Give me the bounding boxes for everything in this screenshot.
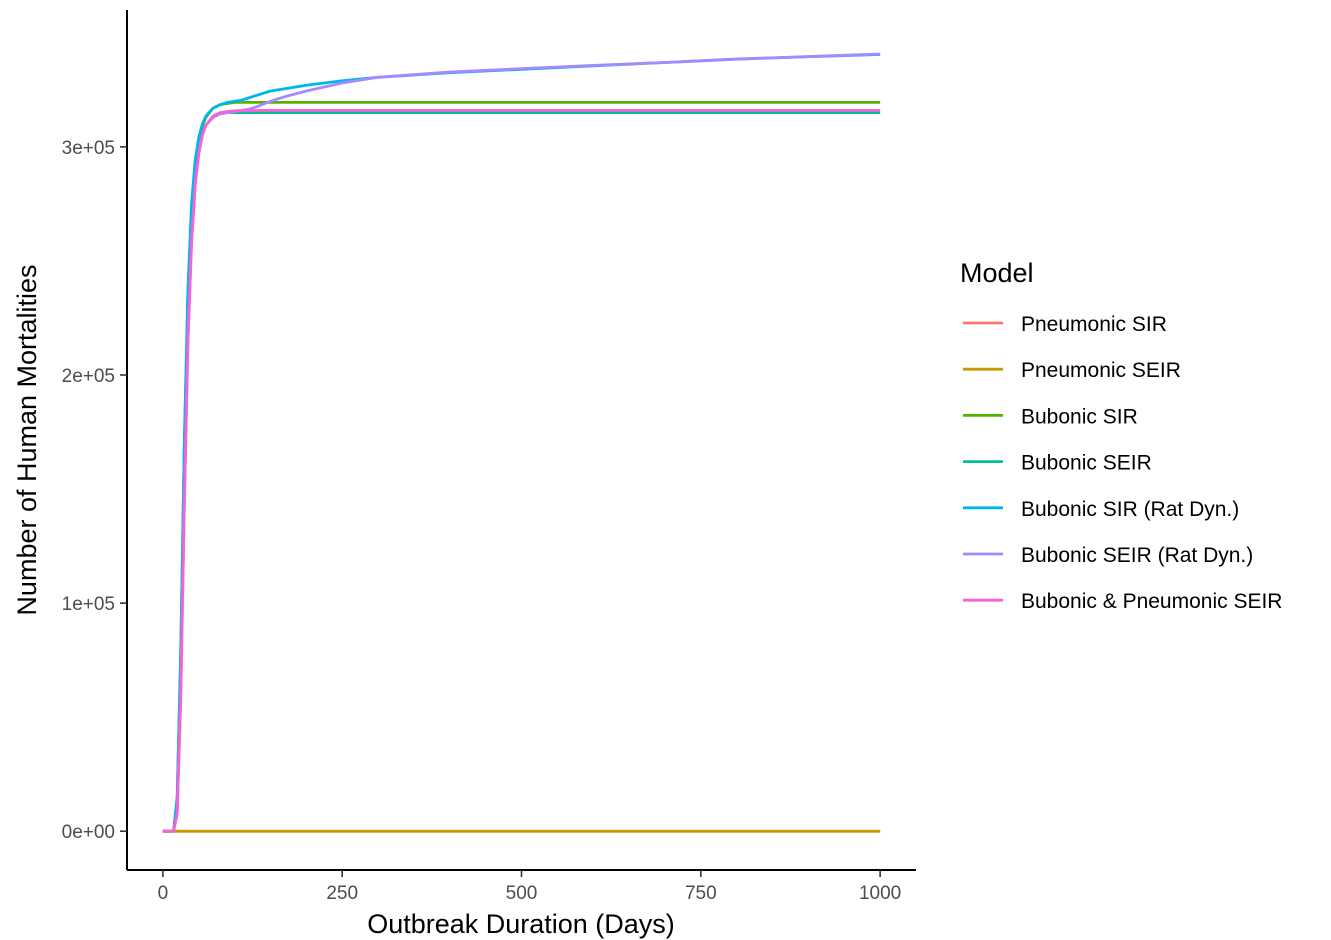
series-line-bubonic-seir	[162, 111, 881, 833]
y-axis-title: Number of Human Mortalities	[12, 264, 42, 615]
series-line-bubonic-sir-rat-dyn	[162, 53, 881, 833]
y-ticks: 0e+00 1e+05 2e+05 3e+05	[62, 138, 127, 843]
y-tick-label: 3e+05	[62, 138, 115, 159]
x-tick-label: 500	[506, 883, 538, 904]
legend-label-bubonic-sir-rat-dyn: Bubonic SIR (Rat Dyn.)	[1021, 498, 1239, 521]
y-tick-label: 0e+00	[62, 822, 115, 843]
legend-label-bubonic-seir: Bubonic SEIR	[1021, 452, 1152, 475]
legend-label-bubonic-sir: Bubonic SIR	[1021, 405, 1138, 428]
legend-label-pneumonic-seir: Pneumonic SEIR	[1021, 359, 1181, 382]
x-tick-label: 250	[326, 883, 358, 904]
legend-label-pneumonic-sir: Pneumonic SIR	[1021, 313, 1167, 336]
y-tick-label: 2e+05	[62, 366, 115, 387]
legend-items: Pneumonic SIR Pneumonic SEIR Bubonic SIR Bu…	[963, 313, 1282, 613]
series-line-bubonic-sir	[162, 100, 881, 833]
legend-label-bubonic-and-pneumonic-seir: Bubonic & Pneumonic SEIR	[1021, 590, 1282, 613]
x-tick-label: 750	[685, 883, 717, 904]
legend: Model Pneumonic SIR Pneumonic SEIR Bubonic…	[960, 258, 1282, 613]
legend-title: Model	[960, 258, 1034, 288]
axes	[126, 10, 916, 871]
x-tick-label: 0	[158, 883, 169, 904]
y-tick-label: 1e+05	[62, 594, 115, 615]
plot-lines	[162, 52, 881, 833]
x-ticks: 0 250 500 750 1000	[158, 870, 901, 904]
series-line-bubonic-and-pneumonic-seir	[162, 108, 881, 833]
legend-label-bubonic-seir-rat-dyn: Bubonic SEIR (Rat Dyn.)	[1021, 544, 1253, 567]
x-tick-label: 1000	[859, 883, 901, 904]
series-line-bubonic-seir-rat-dyn	[162, 52, 881, 833]
x-axis-title: Outbreak Duration (Days)	[367, 909, 675, 939]
